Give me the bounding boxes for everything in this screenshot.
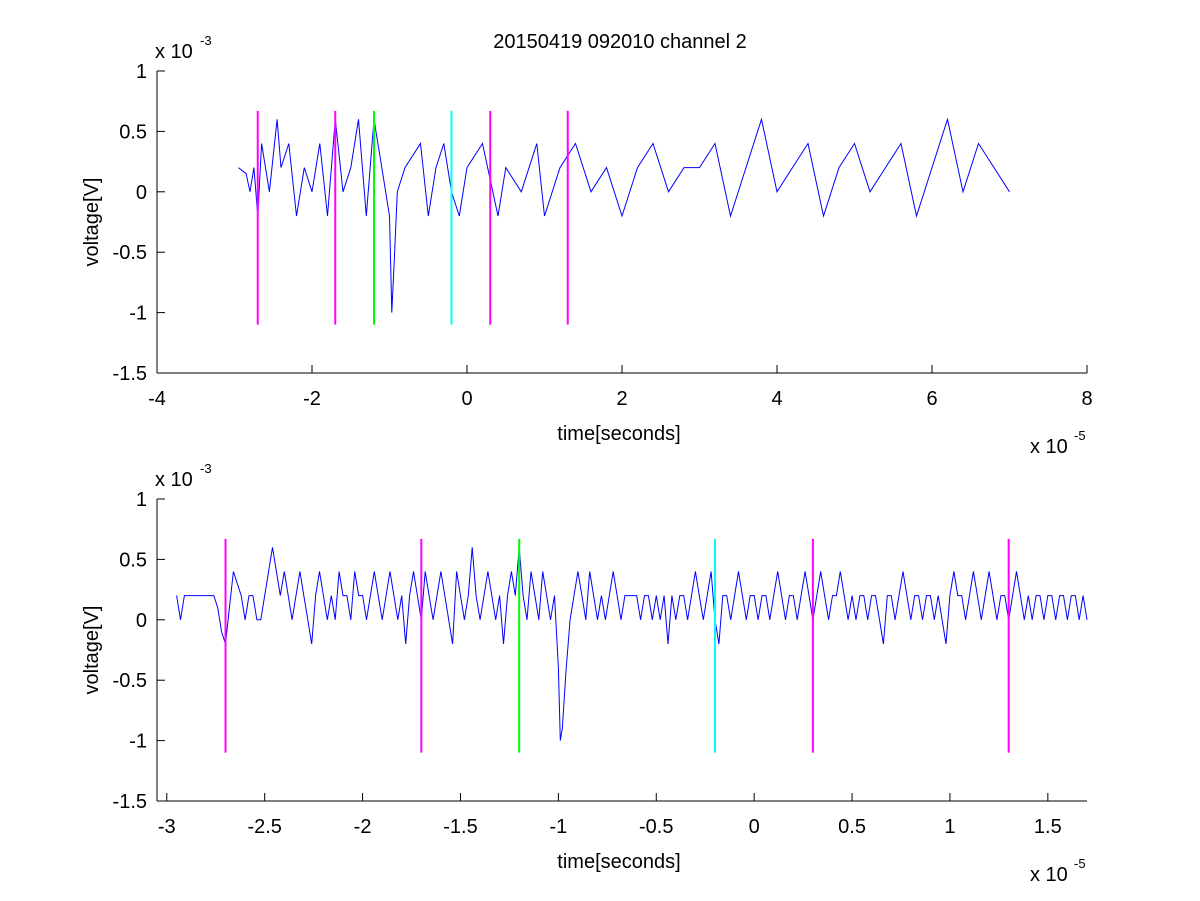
x-tick-label: 0 [749,816,760,838]
x-tick-label: 1.5 [1034,816,1062,838]
y-tick-label: 0.5 [119,121,147,143]
y-tick-label: 1 [136,489,147,511]
x-tick-label: -0.5 [639,816,673,838]
y-exponent-label: x 10 [155,41,193,63]
x-tick-label: 0.5 [838,816,866,838]
x-exponent-label: x 10 [1030,436,1068,458]
y-exponent-power: -3 [200,461,212,476]
x-tick-label: 6 [926,388,937,410]
x-tick-label: -4 [148,388,166,410]
axes-top: -4 -2 0 2 4 6 8 -1.5 -1 -0.5 0 0.5 1 time[seconds] vol… [81,33,1093,458]
x-tick-label: -2.5 [247,816,281,838]
y-axis-label: voltage[V] [81,178,103,267]
x-tick-label: 0 [461,388,472,410]
y-tick-label: -0.5 [113,242,147,264]
x-exponent-power: -5 [1074,856,1086,871]
x-axis-label: time[seconds] [557,423,680,445]
y-tick-label: 0.5 [119,549,147,571]
y-tick-label: -1 [129,731,147,753]
y-exponent-label: x 10 [155,469,193,491]
y-tick-label: 0 [136,610,147,632]
y-axis-label: voltage[V] [81,606,103,695]
y-tick-label: -1.5 [113,791,147,813]
y-tick-label: 1 [136,61,147,83]
x-axis-label: time[seconds] [557,851,680,873]
figure-title: 20150419 092010 channel 2 [493,31,747,53]
series-line-0 [238,117,1010,313]
x-tick-label: -3 [158,816,176,838]
x-tick-label: 1 [944,816,955,838]
axes-bottom: -3 -2.5 -2 -1.5 -1 -0.5 0 0.5 1 1.5 -1.5 -1 -0.5 0 0.5… [81,461,1088,886]
x-tick-label: 2 [616,388,627,410]
y-tick-label: -0.5 [113,670,147,692]
x-tick-label: 8 [1081,388,1092,410]
x-tick-label: -1.5 [443,816,477,838]
x-exponent-power: -5 [1074,428,1086,443]
x-exponent-label: x 10 [1030,864,1068,886]
y-exponent-power: -3 [200,33,212,48]
y-tick-label: -1 [129,303,147,325]
x-tick-label: -2 [303,388,321,410]
y-tick-label: -1.5 [113,363,147,385]
x-tick-label: -1 [549,816,567,838]
x-tick-label: -2 [354,816,372,838]
series-line-0 [176,547,1088,741]
x-tick-label: 4 [771,388,782,410]
y-tick-label: 0 [136,182,147,204]
